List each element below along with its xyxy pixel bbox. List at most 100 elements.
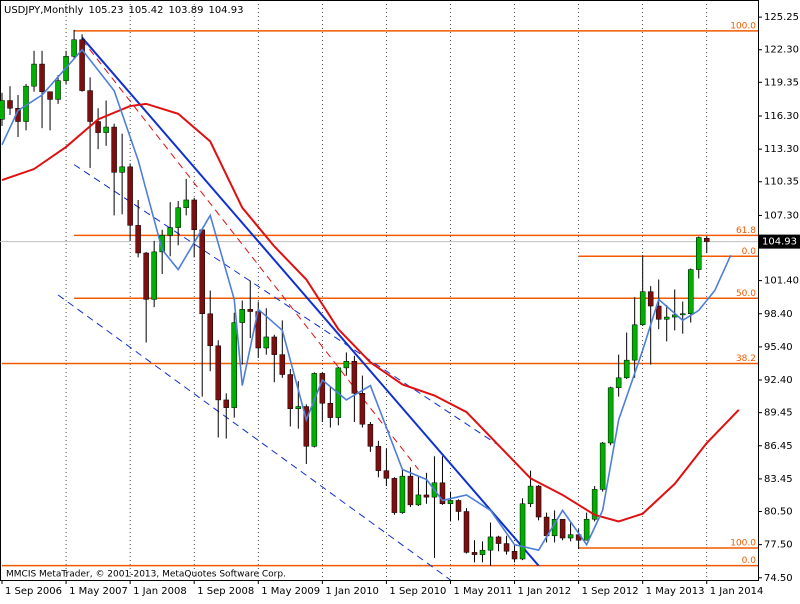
candle-body bbox=[343, 361, 350, 369]
candle-body bbox=[175, 207, 181, 228]
candle-body bbox=[559, 518, 566, 539]
ohlc-close: 104.93 bbox=[208, 5, 243, 16]
y-tick-label: 80.50 bbox=[764, 507, 793, 518]
candle-body bbox=[295, 406, 302, 410]
x-tick-label: 1 Sep 2006 bbox=[5, 586, 62, 597]
candle-body bbox=[327, 402, 334, 418]
y-tick-label: 89.45 bbox=[764, 408, 793, 419]
candle-body bbox=[703, 238, 710, 242]
candle-body bbox=[463, 511, 470, 553]
candle-body bbox=[415, 494, 422, 506]
candle-body bbox=[423, 494, 430, 498]
y-tick-label: 83.45 bbox=[764, 474, 793, 485]
candle-body bbox=[79, 39, 85, 91]
y-tick-label: 119.35 bbox=[764, 77, 799, 88]
candle-body bbox=[383, 470, 390, 479]
candle-body bbox=[599, 442, 606, 490]
candle-body bbox=[279, 354, 286, 375]
y-tick-label: 101.40 bbox=[764, 276, 799, 287]
x-tick-label: 1 Jan 2014 bbox=[710, 586, 764, 597]
x-tick-label: 1 Jan 2008 bbox=[133, 586, 187, 597]
candle-body bbox=[679, 313, 686, 316]
candle-body bbox=[687, 269, 694, 315]
candle-body bbox=[455, 500, 462, 512]
candle-body bbox=[31, 63, 37, 87]
y-tick-label: 86.45 bbox=[764, 441, 793, 452]
candle-body bbox=[151, 251, 157, 300]
candle-body bbox=[663, 316, 670, 320]
candle-body bbox=[527, 485, 534, 505]
candle-body bbox=[199, 229, 205, 315]
y-tick-label: 116.30 bbox=[764, 111, 799, 122]
candle-body bbox=[287, 374, 294, 410]
x-tick-label: 1 Sep 2010 bbox=[389, 586, 446, 597]
y-tick-label: 92.40 bbox=[764, 375, 793, 386]
y-tick-label: 77.50 bbox=[764, 540, 793, 551]
candle-body bbox=[239, 309, 246, 323]
chart-header: USDJPY,Monthly 105.23 105.42 103.89 104.93 bbox=[4, 5, 243, 16]
x-tick-label: 1 May 2007 bbox=[69, 586, 128, 597]
y-tick-label: 122.30 bbox=[764, 45, 799, 56]
trendline bbox=[81, 39, 419, 470]
candle-body bbox=[215, 345, 221, 401]
candle-body bbox=[7, 100, 13, 109]
moving-average bbox=[1, 102, 740, 523]
candle-body bbox=[311, 373, 318, 447]
candle-body bbox=[471, 552, 478, 555]
ohlc-high: 105.42 bbox=[128, 5, 163, 16]
footer: MMCIS MetaTrader, © 2001-2013, MetaQuote… bbox=[6, 570, 286, 580]
fib-level-label: 61.8 bbox=[736, 226, 756, 236]
candle-body bbox=[639, 291, 646, 326]
candle-body bbox=[607, 387, 614, 444]
candle-body bbox=[247, 309, 254, 312]
trendline bbox=[73, 164, 499, 446]
symbol: USDJPY,Monthly bbox=[4, 5, 84, 16]
fib-level-label: 0.0 bbox=[742, 556, 757, 566]
x-tick-label: 1 May 2013 bbox=[646, 586, 705, 597]
candle-body bbox=[631, 324, 638, 361]
y-tick-label: 95.40 bbox=[764, 342, 793, 353]
candle-body bbox=[407, 475, 414, 506]
candle-body bbox=[183, 199, 189, 208]
candle-body bbox=[479, 549, 486, 555]
candle-body bbox=[223, 399, 229, 408]
candle-body bbox=[375, 446, 382, 471]
candle-body bbox=[159, 235, 165, 253]
candle-body bbox=[591, 489, 598, 520]
candle-body bbox=[655, 305, 662, 320]
candle-body bbox=[439, 482, 446, 505]
moving-average bbox=[1, 48, 732, 552]
trendline bbox=[81, 36, 540, 567]
candle-body bbox=[0, 100, 5, 120]
y-tick-label: 113.30 bbox=[764, 144, 799, 155]
candle-body bbox=[535, 485, 542, 518]
candle-body bbox=[583, 518, 590, 541]
candle-body bbox=[359, 393, 366, 425]
candle-body bbox=[367, 423, 374, 447]
fib-level-label: 100.0 bbox=[730, 538, 756, 548]
candle-body bbox=[39, 63, 45, 92]
candle-body bbox=[231, 322, 237, 408]
candle-body bbox=[623, 359, 630, 379]
candle-body bbox=[615, 377, 622, 389]
candle-body bbox=[207, 313, 213, 347]
candle-body bbox=[567, 534, 574, 539]
candle-body bbox=[695, 237, 702, 270]
candle-body bbox=[303, 406, 310, 447]
candle-body bbox=[191, 199, 197, 231]
candle-body bbox=[495, 536, 502, 544]
fib-level-label: 50.0 bbox=[736, 289, 756, 299]
candle-body bbox=[111, 126, 117, 173]
candle-body bbox=[351, 361, 358, 394]
current-price: 104.93 bbox=[762, 237, 797, 248]
candle-body bbox=[47, 91, 53, 100]
plot-frame bbox=[0, 0, 759, 581]
candle-body bbox=[647, 291, 654, 307]
candle-body bbox=[511, 551, 518, 560]
fib-level-label: 38.2 bbox=[736, 354, 756, 364]
candle-body bbox=[167, 227, 173, 236]
fib-level-label: 0.0 bbox=[742, 247, 757, 257]
candle-body bbox=[87, 90, 93, 122]
y-tick-label: 107.30 bbox=[764, 210, 799, 221]
